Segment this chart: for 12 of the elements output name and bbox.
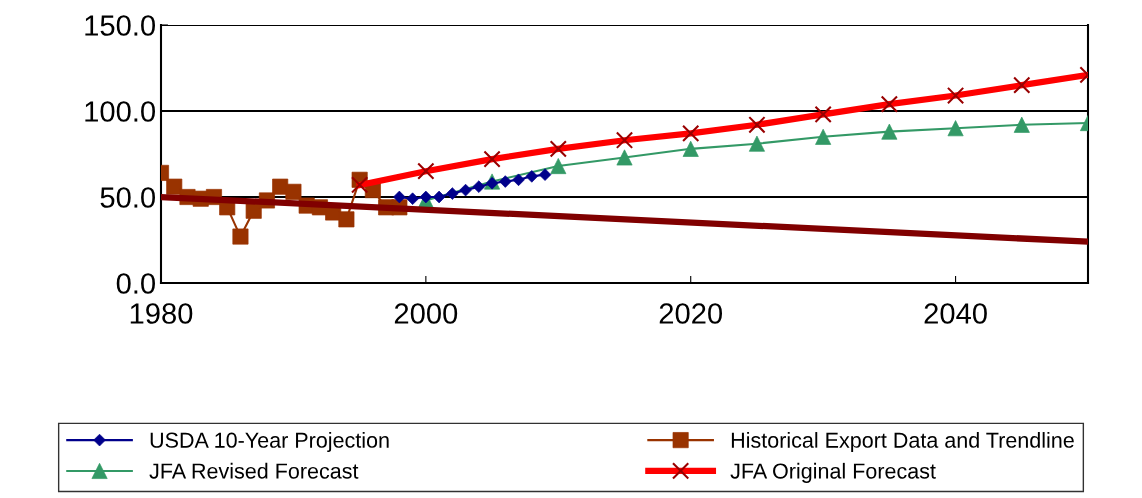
legend-label: JFA Original Forecast	[730, 462, 936, 483]
x-tick-label: 1980	[130, 303, 193, 324]
y-tick-label: 100.0	[85, 101, 156, 122]
y-tick-label: 50.0	[100, 187, 155, 208]
x-tick-label: 2040	[924, 303, 987, 324]
legend-label: Historical Export Data and Trendline	[731, 432, 1074, 453]
y-tick-label: 0.0	[116, 273, 155, 294]
legend-label: JFA Revised Forecast	[149, 462, 359, 479]
x-tick-label: 2020	[659, 303, 723, 324]
x-tick-label: 2000	[394, 303, 458, 324]
legend-label: USDA 10-Year Projection	[150, 432, 389, 453]
y-tick-label: 150.0	[85, 15, 156, 36]
